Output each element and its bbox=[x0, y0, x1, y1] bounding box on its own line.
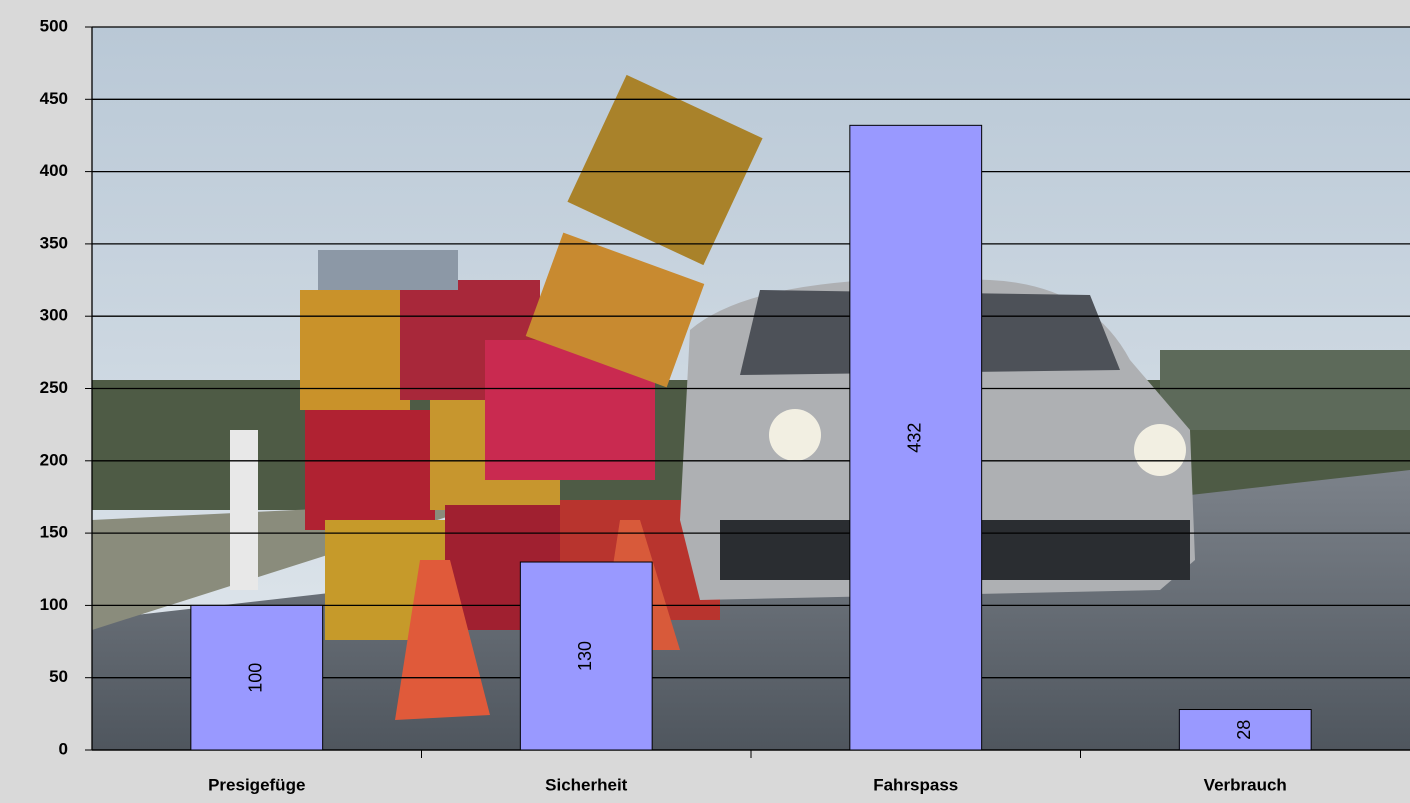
y-tick-label: 100 bbox=[40, 595, 68, 614]
y-tick-label: 500 bbox=[40, 16, 68, 35]
x-tick-label: Verbrauch bbox=[1204, 775, 1287, 794]
x-tick-label: Fahrspass bbox=[873, 775, 958, 794]
y-tick-label: 50 bbox=[49, 667, 68, 686]
y-tick-label: 350 bbox=[40, 233, 68, 252]
data-label: 28 bbox=[1234, 720, 1254, 740]
data-label: 100 bbox=[246, 663, 266, 693]
chart: 0 50 100 150 200 250 300 350 400 450 500 Presigefüg… bbox=[0, 0, 1410, 803]
x-tick-label: Sicherheit bbox=[545, 775, 628, 794]
y-tick-label: 300 bbox=[40, 306, 68, 325]
data-label: 130 bbox=[575, 641, 595, 671]
y-tick-label: 200 bbox=[40, 450, 68, 469]
x-tick-label: Presigefüge bbox=[208, 775, 305, 794]
y-tick-label: 400 bbox=[40, 161, 68, 180]
y-tick-label: 150 bbox=[40, 523, 68, 542]
y-tick-label: 450 bbox=[40, 89, 68, 108]
y-tick-label: 0 bbox=[59, 739, 68, 758]
data-label: 432 bbox=[905, 423, 925, 453]
page: {"chart_data": {"type": "bar", "categori… bbox=[0, 0, 1410, 803]
y-tick-label: 250 bbox=[40, 378, 68, 397]
